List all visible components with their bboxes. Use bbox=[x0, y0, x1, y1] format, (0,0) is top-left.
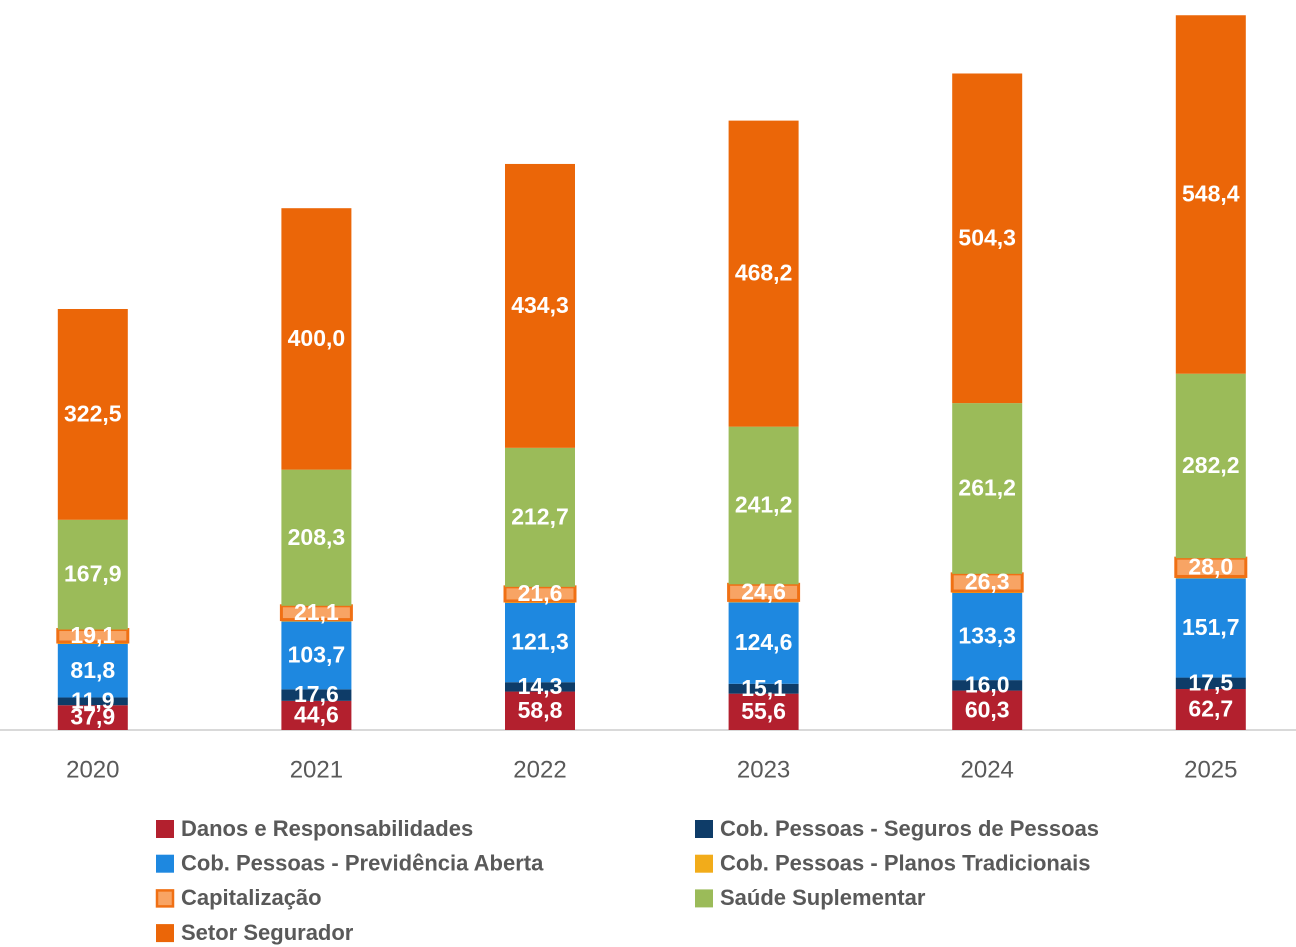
x-tick-label: 2021 bbox=[290, 756, 343, 783]
data-label: 15,1 bbox=[741, 675, 786, 701]
data-label: 282,2 bbox=[1182, 452, 1240, 478]
bar-segment bbox=[505, 691, 575, 730]
bar-segment bbox=[281, 700, 352, 730]
bar-segment bbox=[728, 602, 799, 684]
data-label: 241,2 bbox=[735, 492, 793, 518]
legend-label: Saúde Suplementar bbox=[720, 885, 926, 910]
bar-segment bbox=[952, 690, 1023, 730]
bar-segment bbox=[505, 682, 575, 692]
data-label: 17,6 bbox=[294, 681, 339, 707]
bar-segment bbox=[952, 73, 1023, 404]
bar-segment bbox=[57, 697, 128, 706]
data-label: 504,3 bbox=[958, 224, 1016, 250]
legend-marker bbox=[695, 854, 713, 873]
data-label: 103,7 bbox=[288, 642, 346, 668]
legend-marker bbox=[156, 924, 174, 943]
bar-segment bbox=[1175, 578, 1246, 678]
legend-marker bbox=[156, 820, 174, 838]
legend-marker bbox=[156, 854, 174, 873]
bar-segment bbox=[57, 643, 128, 698]
data-label: 167,9 bbox=[64, 561, 122, 587]
bar-segment bbox=[281, 208, 352, 470]
data-label: 11,9 bbox=[71, 687, 115, 713]
data-label: 21,1 bbox=[294, 599, 339, 625]
data-label: 44,6 bbox=[294, 702, 339, 728]
bar-segment bbox=[728, 426, 799, 585]
bar-segment bbox=[281, 689, 352, 701]
data-label: 24,6 bbox=[741, 578, 786, 604]
legend-label: Setor Segurador bbox=[181, 920, 354, 945]
legend-marker bbox=[695, 889, 713, 908]
bar-segment bbox=[952, 592, 1023, 681]
bar-segment bbox=[1175, 689, 1246, 730]
bar-segment bbox=[281, 621, 352, 690]
legend-marker bbox=[695, 820, 713, 838]
data-label: 151,7 bbox=[1182, 614, 1240, 640]
data-label: 548,4 bbox=[1182, 181, 1240, 207]
data-label: 60,3 bbox=[965, 696, 1010, 722]
data-label: 124,6 bbox=[735, 629, 793, 655]
bar-segment bbox=[505, 602, 575, 683]
x-tick-label: 2025 bbox=[1184, 756, 1237, 783]
data-label: 121,3 bbox=[511, 629, 569, 655]
legend-label: Danos e Responsabilidades bbox=[181, 816, 473, 841]
data-label: 21,6 bbox=[518, 580, 563, 606]
bar-segment bbox=[57, 519, 128, 630]
data-label: 81,8 bbox=[70, 657, 115, 683]
data-label: 62,7 bbox=[1188, 696, 1233, 722]
bar-segment bbox=[1175, 373, 1246, 559]
legend-label: Cob. Pessoas - Previdência Aberta bbox=[181, 851, 544, 876]
data-label: 16,0 bbox=[965, 671, 1010, 697]
data-label: 322,5 bbox=[64, 400, 122, 426]
legend-label: Capitalização bbox=[181, 885, 322, 910]
bar-segment bbox=[1175, 15, 1246, 374]
x-tick-label: 2020 bbox=[66, 756, 119, 783]
legend-label: Cob. Pessoas - Planos Tradicionais bbox=[720, 851, 1090, 876]
bar-segment bbox=[952, 680, 1023, 691]
data-label: 208,3 bbox=[288, 524, 346, 550]
data-label: 55,6 bbox=[741, 698, 786, 724]
bar-segment bbox=[57, 705, 128, 730]
bar-segment bbox=[57, 308, 128, 520]
bar-segment bbox=[505, 163, 575, 448]
x-tick-label: 2024 bbox=[961, 756, 1014, 783]
data-label: 468,2 bbox=[735, 260, 793, 286]
bar-segment bbox=[281, 469, 352, 606]
data-label: 434,3 bbox=[511, 292, 569, 318]
data-label: 37,9 bbox=[70, 704, 115, 730]
x-tick-label: 2022 bbox=[513, 756, 566, 783]
data-label: 26,3 bbox=[965, 569, 1010, 595]
bar-segment bbox=[1175, 677, 1246, 690]
bar-segment bbox=[952, 403, 1023, 574]
data-label: 261,2 bbox=[958, 475, 1016, 501]
legend-label: Cob. Pessoas - Seguros de Pessoas bbox=[720, 816, 1099, 841]
bar-segment bbox=[728, 683, 799, 694]
bar-segment bbox=[728, 693, 799, 730]
data-label: 17,5 bbox=[1188, 669, 1233, 695]
bar-segment bbox=[728, 120, 799, 427]
data-label: 14,3 bbox=[518, 673, 563, 699]
data-label: 212,7 bbox=[511, 503, 569, 529]
data-label: 19,1 bbox=[70, 622, 115, 648]
data-label: 133,3 bbox=[958, 623, 1016, 649]
data-label: 58,8 bbox=[518, 697, 563, 723]
bar-segment bbox=[505, 447, 575, 587]
data-label: 28,0 bbox=[1188, 553, 1233, 579]
x-tick-label: 2023 bbox=[737, 756, 790, 783]
legend-marker bbox=[155, 889, 175, 908]
data-label: 400,0 bbox=[288, 325, 346, 351]
